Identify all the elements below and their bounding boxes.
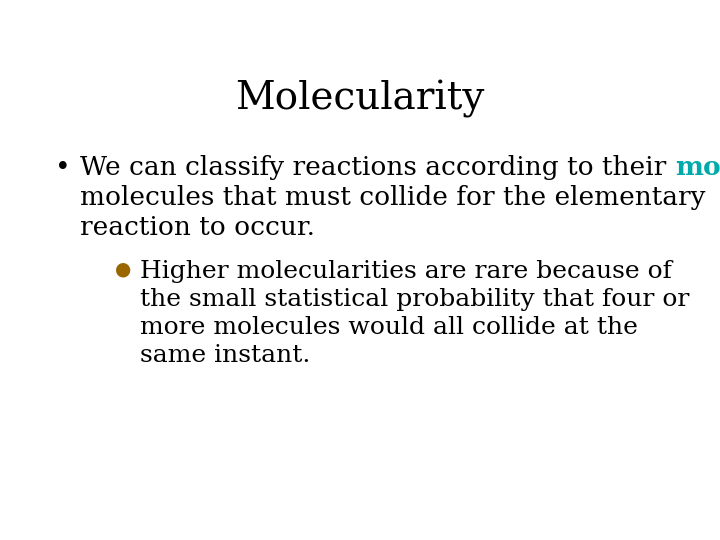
Text: We can classify reactions according to their: We can classify reactions according to t… bbox=[80, 155, 675, 180]
Text: same instant.: same instant. bbox=[140, 344, 310, 367]
Text: reaction to occur.: reaction to occur. bbox=[80, 215, 315, 240]
Text: Higher molecularities are rare because of: Higher molecularities are rare because o… bbox=[140, 260, 672, 283]
Text: Molecularity: Molecularity bbox=[235, 80, 485, 118]
Text: the small statistical probability that four or: the small statistical probability that f… bbox=[140, 288, 689, 311]
Text: molecules that must collide for the elementary: molecules that must collide for the elem… bbox=[80, 185, 706, 210]
Text: •: • bbox=[55, 155, 71, 180]
Text: more molecules would all collide at the: more molecules would all collide at the bbox=[140, 316, 638, 339]
Text: molecularity: molecularity bbox=[675, 155, 720, 180]
Text: ●: ● bbox=[115, 260, 131, 278]
